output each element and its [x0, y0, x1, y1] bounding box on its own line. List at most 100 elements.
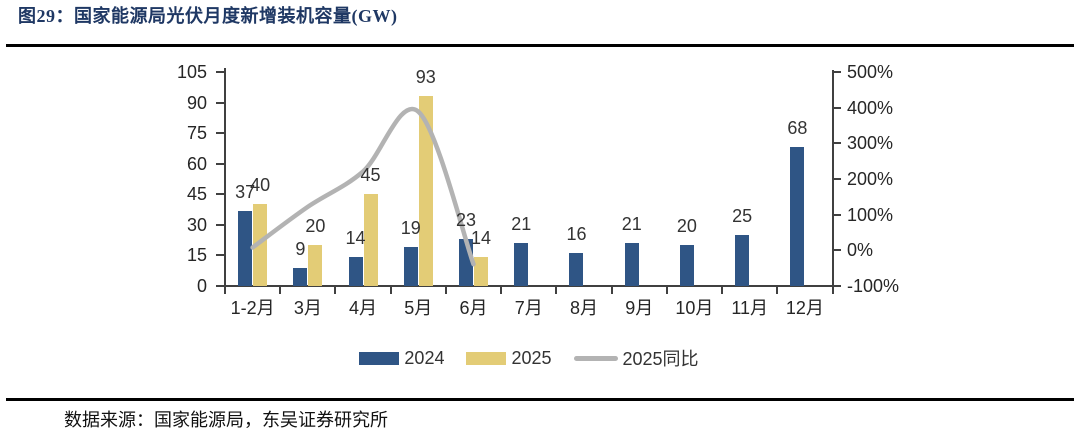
right-axis-tick-mark: [832, 106, 841, 109]
x-axis-tick-mark: [334, 286, 337, 294]
bar-2024: [403, 247, 418, 287]
legend-label: 2025: [511, 347, 552, 368]
right-axis-tick-label: 300%: [847, 133, 894, 154]
figure-title: 图29：国家能源局光伏月度新增装机容量(GW): [18, 6, 398, 26]
x-axis-tick-mark: [224, 286, 226, 294]
left-axis-tick-mark: [216, 223, 225, 226]
legend-item-2024: 2024: [359, 348, 444, 369]
bar-value-label: 20: [676, 216, 697, 237]
bar-2024: [790, 147, 805, 287]
legend-item-2025: 2025: [466, 347, 552, 369]
x-axis-tick-mark: [610, 286, 613, 294]
left-axis-tick-label: 30: [186, 214, 207, 235]
legend-item-2025同比: 2025同比: [573, 345, 699, 371]
x-axis-label: 1-2月: [230, 298, 275, 318]
right-axis-tick-label: 500%: [847, 62, 894, 82]
bar-value-label: 37: [235, 181, 256, 202]
legend-label: 2025同比: [622, 349, 699, 369]
bar-2025: [418, 96, 433, 287]
bar-value-label: 68: [787, 118, 808, 139]
x-axis-label: 11月: [731, 298, 768, 318]
right-axis-tick-label: 200%: [847, 169, 894, 189]
title-divider: [6, 44, 1074, 47]
bar-2024: [735, 235, 750, 287]
left-axis-tick-mark: [216, 193, 225, 196]
bar-value-label: 23: [456, 210, 477, 231]
chart-legend: 2024 2025 2025同比: [225, 344, 833, 372]
x-axis-label: 7月: [514, 298, 543, 318]
x-axis-label: 10月: [675, 298, 714, 318]
left-axis-tick-label: 90: [186, 92, 207, 113]
x-axis-line: [223, 285, 834, 287]
left-axis-tick-mark: [216, 71, 225, 73]
bar-value-label: 21: [511, 214, 532, 235]
x-axis-label: 9月: [625, 298, 654, 318]
x-axis-tick-mark: [555, 286, 558, 294]
right-axis-tick-label: 100%: [847, 204, 894, 225]
bar-value-label: 19: [400, 218, 421, 239]
x-axis-tick-mark: [665, 286, 668, 294]
bar-value-label: 14: [345, 228, 366, 249]
left-axis-tick-label: 45: [186, 184, 207, 205]
x-axis-label: 5月: [404, 298, 433, 318]
bar-2024: [569, 253, 584, 287]
legend-swatch-bar: [466, 351, 507, 365]
legend-swatch-line: [573, 355, 618, 361]
x-axis-tick-mark: [444, 286, 447, 294]
bar-value-label: 93: [415, 67, 436, 88]
right-axis-tick-mark: [832, 71, 841, 73]
right-axis-line: [831, 70, 834, 287]
left-axis-tick-label: 105: [176, 62, 207, 82]
bar-2024: [293, 267, 308, 287]
right-axis-tick-label: -100%: [847, 276, 900, 296]
left-axis-tick-mark: [216, 101, 225, 104]
bar-2025: [474, 257, 489, 287]
x-axis-tick-mark: [831, 286, 834, 294]
right-axis-tick-mark: [832, 213, 841, 216]
bar-2024: [514, 243, 529, 287]
left-axis-tick-label: 15: [186, 245, 207, 266]
x-axis-label: 4月: [349, 298, 378, 318]
bar-value-label: 9: [295, 238, 306, 259]
legend-swatch-bar: [359, 351, 400, 365]
right-axis-tick-label: 0%: [847, 240, 874, 261]
bar-2025: [253, 204, 268, 287]
x-axis-label: 12月: [785, 298, 824, 318]
left-axis-tick-label: 60: [186, 153, 207, 174]
x-axis-tick-mark: [279, 286, 282, 294]
right-axis-tick-label: 400%: [847, 97, 894, 118]
x-axis-label: 3月: [293, 298, 322, 318]
footer-divider: [6, 398, 1074, 401]
bar-value-label: 45: [360, 165, 381, 186]
left-axis-line: [223, 68, 226, 287]
right-axis-tick-mark: [832, 285, 841, 287]
bar-2024: [238, 210, 253, 287]
bar-2024: [679, 245, 694, 287]
x-axis-label: 6月: [459, 298, 488, 318]
left-axis-tick-label: 0: [196, 276, 207, 296]
bar-value-label: 25: [732, 206, 753, 227]
left-axis-tick-label: 75: [186, 123, 207, 144]
right-axis-tick-mark: [832, 178, 841, 180]
right-axis-tick-mark: [832, 249, 841, 252]
x-axis-tick-mark: [776, 286, 779, 294]
right-axis-tick-mark: [832, 142, 841, 145]
left-axis-tick-mark: [216, 132, 225, 135]
bar-value-label: 40: [250, 175, 271, 196]
bar-value-label: 21: [621, 214, 642, 235]
x-axis-label: 8月: [569, 298, 598, 318]
x-axis-tick-mark: [500, 286, 503, 294]
bar-2024: [348, 257, 363, 287]
bar-value-label: 14: [471, 228, 492, 249]
x-axis-tick-mark: [389, 286, 392, 294]
bar-value-label: 16: [566, 224, 587, 245]
bar-value-label: 20: [305, 216, 326, 237]
left-axis-tick-mark: [216, 162, 225, 165]
bar-2024: [624, 243, 639, 287]
x-axis-tick-mark: [721, 286, 724, 294]
left-axis-tick-mark: [216, 254, 225, 257]
legend-label: 2024: [404, 347, 445, 368]
data-source: 数据来源：国家能源局，东吴证券研究所: [64, 410, 388, 430]
